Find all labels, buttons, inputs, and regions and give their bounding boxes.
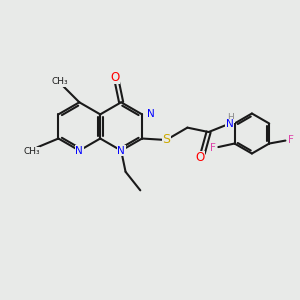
Text: N: N xyxy=(117,146,125,156)
Text: CH₃: CH₃ xyxy=(23,147,40,156)
Text: O: O xyxy=(111,71,120,84)
Text: F: F xyxy=(288,135,294,145)
Text: CH₃: CH₃ xyxy=(52,77,68,86)
Text: S: S xyxy=(162,134,170,146)
Text: N: N xyxy=(147,110,155,119)
Text: H: H xyxy=(227,113,234,122)
Text: N: N xyxy=(76,146,83,156)
Text: N: N xyxy=(226,119,234,129)
Text: F: F xyxy=(209,142,215,153)
Text: O: O xyxy=(195,151,204,164)
